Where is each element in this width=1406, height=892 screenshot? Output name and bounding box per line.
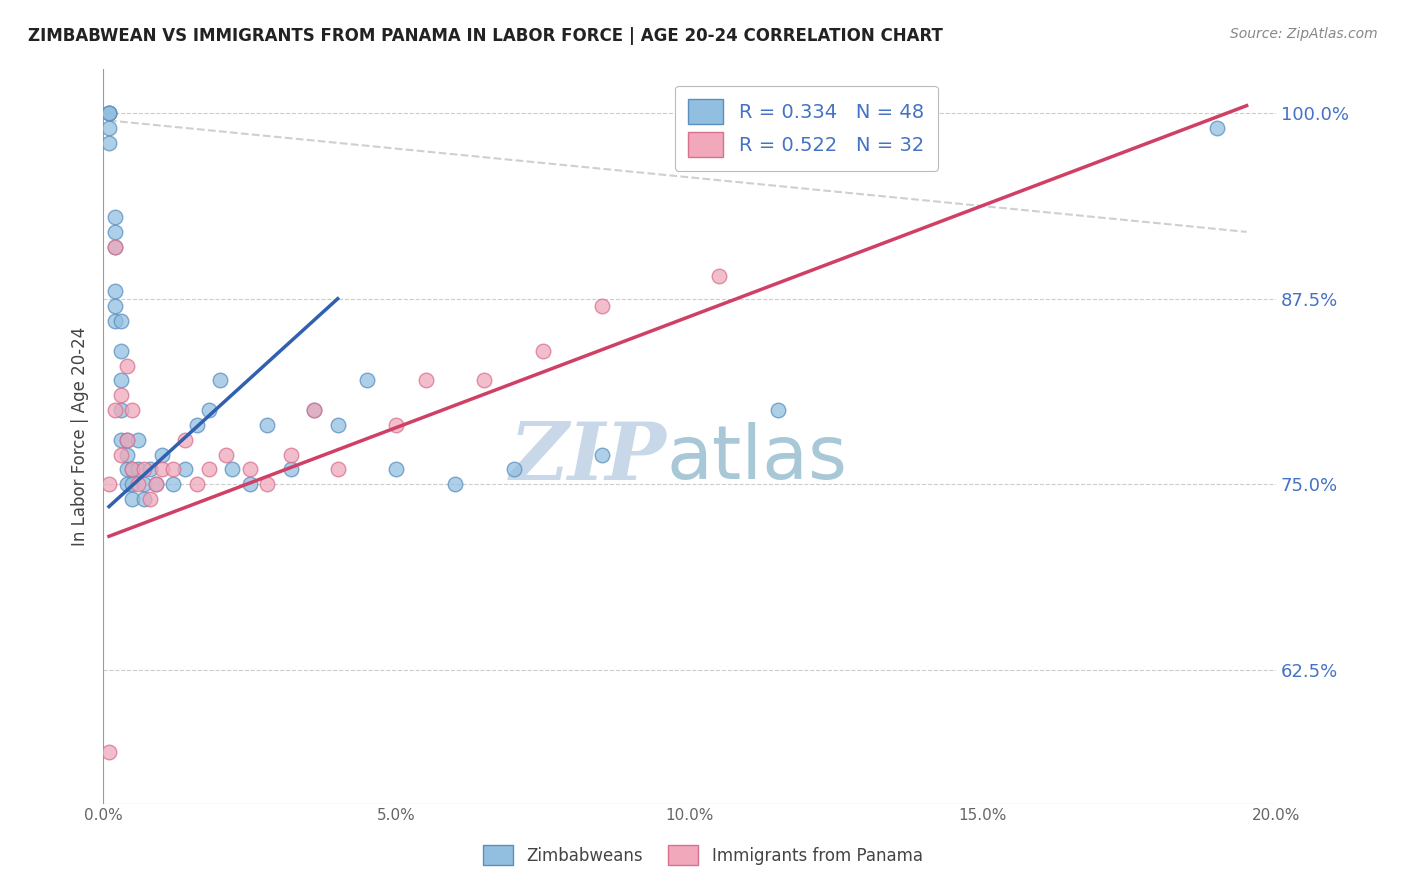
Point — [1206, 120, 1229, 135]
Point — [472, 373, 495, 387]
Point — [127, 477, 149, 491]
Point — [127, 433, 149, 447]
Point — [110, 373, 132, 387]
Point — [104, 285, 127, 299]
Legend: Zimbabweans, Immigrants from Panama: Zimbabweans, Immigrants from Panama — [474, 836, 932, 875]
Point — [197, 403, 219, 417]
Point — [110, 433, 132, 447]
Point — [162, 477, 184, 491]
Point — [98, 136, 121, 150]
Point — [356, 373, 378, 387]
Point — [98, 477, 121, 491]
Point — [197, 462, 219, 476]
Point — [221, 462, 243, 476]
Point — [104, 240, 127, 254]
Text: atlas: atlas — [666, 422, 846, 495]
Point — [115, 462, 138, 476]
Point — [104, 403, 127, 417]
Y-axis label: In Labor Force | Age 20-24: In Labor Force | Age 20-24 — [72, 326, 89, 546]
Point — [186, 477, 208, 491]
Point — [209, 373, 232, 387]
Point — [531, 343, 554, 358]
Point — [139, 462, 162, 476]
Point — [385, 417, 408, 432]
Point — [121, 492, 143, 507]
Point — [121, 477, 143, 491]
Point — [326, 462, 349, 476]
Point — [415, 373, 437, 387]
Point — [912, 120, 935, 135]
Text: ZIMBABWEAN VS IMMIGRANTS FROM PANAMA IN LABOR FORCE | AGE 20-24 CORRELATION CHAR: ZIMBABWEAN VS IMMIGRANTS FROM PANAMA IN … — [28, 27, 943, 45]
Point — [591, 448, 613, 462]
Point — [302, 403, 325, 417]
Legend: R = 0.334   N = 48, R = 0.522   N = 32: R = 0.334 N = 48, R = 0.522 N = 32 — [675, 86, 938, 170]
Point — [98, 106, 121, 120]
Point — [104, 314, 127, 328]
Point — [110, 388, 132, 402]
Point — [134, 492, 156, 507]
Point — [502, 462, 524, 476]
Point — [98, 106, 121, 120]
Point — [280, 448, 302, 462]
Point — [256, 417, 278, 432]
Point — [174, 462, 197, 476]
Point — [110, 403, 132, 417]
Point — [121, 462, 143, 476]
Point — [104, 240, 127, 254]
Point — [150, 448, 173, 462]
Point — [139, 492, 162, 507]
Point — [127, 462, 149, 476]
Point — [766, 403, 789, 417]
Text: Source: ZipAtlas.com: Source: ZipAtlas.com — [1230, 27, 1378, 41]
Point — [215, 448, 238, 462]
Point — [186, 417, 208, 432]
Point — [444, 477, 467, 491]
Point — [385, 462, 408, 476]
Point — [98, 106, 121, 120]
Point — [302, 403, 325, 417]
Point — [104, 210, 127, 224]
Point — [145, 477, 167, 491]
Point — [121, 403, 143, 417]
Point — [98, 120, 121, 135]
Point — [134, 462, 156, 476]
Point — [115, 359, 138, 373]
Point — [110, 448, 132, 462]
Point — [110, 343, 132, 358]
Point — [104, 225, 127, 239]
Point — [162, 462, 184, 476]
Point — [239, 462, 262, 476]
Point — [174, 433, 197, 447]
Point — [591, 299, 613, 313]
Point — [280, 462, 302, 476]
Point — [115, 477, 138, 491]
Point — [239, 477, 262, 491]
Point — [707, 269, 730, 284]
Point — [115, 433, 138, 447]
Point — [98, 745, 121, 759]
Point — [326, 417, 349, 432]
Point — [256, 477, 278, 491]
Point — [115, 448, 138, 462]
Point — [145, 477, 167, 491]
Text: ZIP: ZIP — [509, 419, 666, 497]
Point — [115, 433, 138, 447]
Point — [150, 462, 173, 476]
Point — [134, 477, 156, 491]
Point — [110, 314, 132, 328]
Point — [121, 462, 143, 476]
Point — [104, 299, 127, 313]
